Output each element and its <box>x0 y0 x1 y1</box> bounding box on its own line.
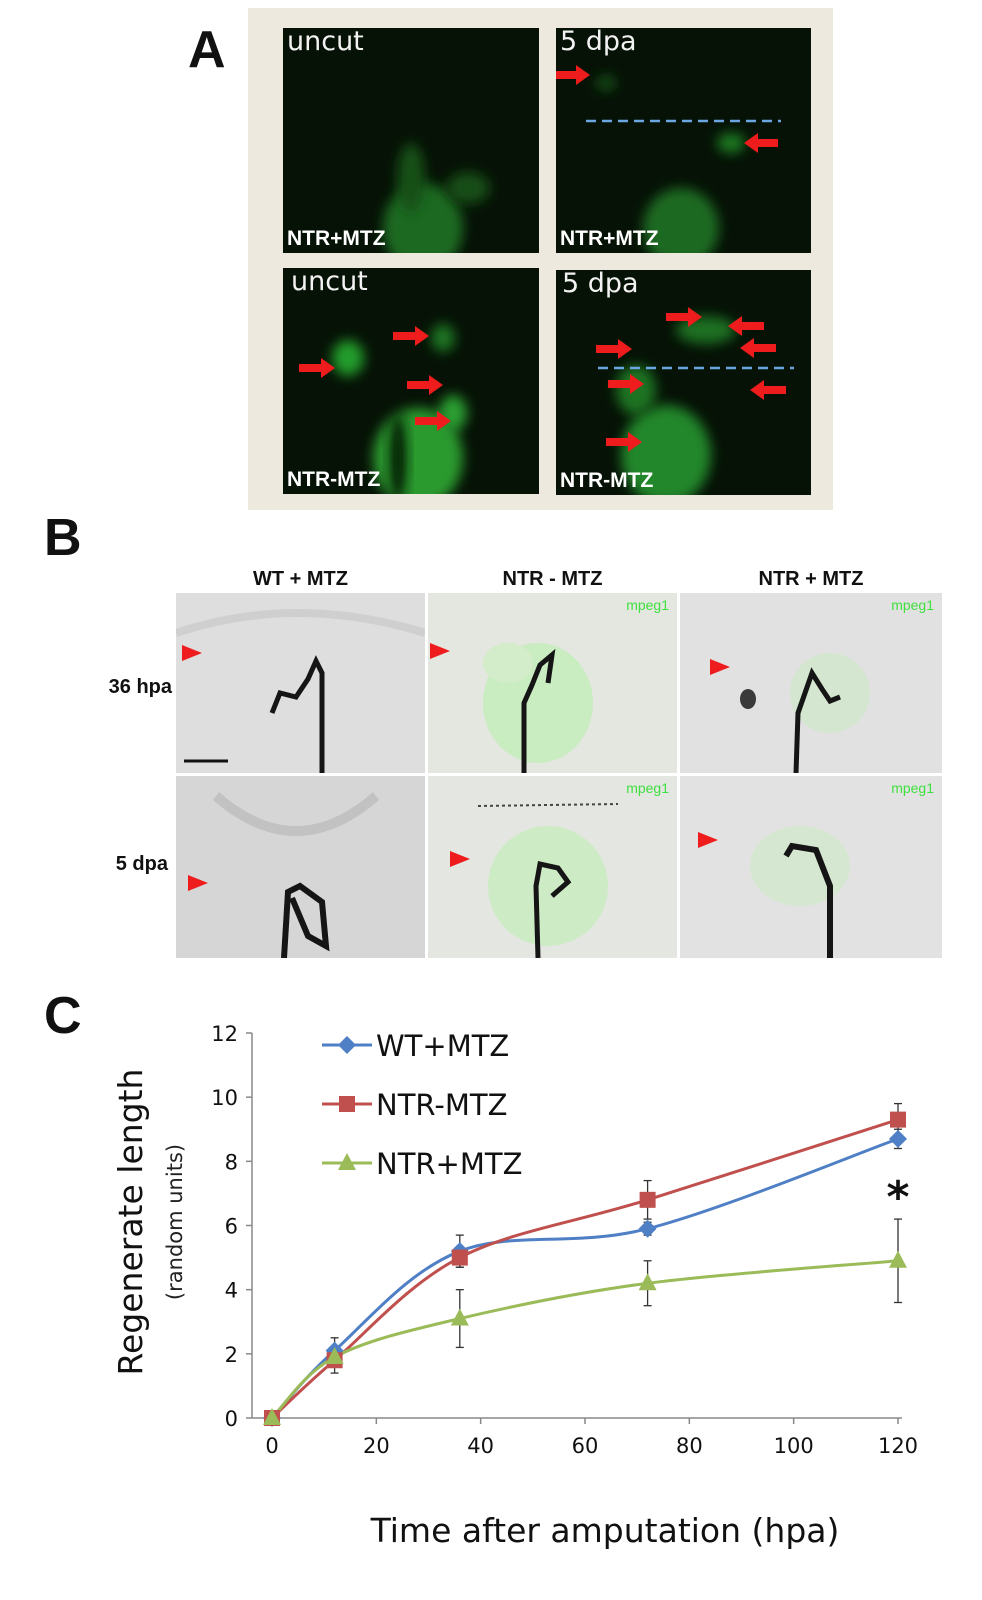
arrow-icon <box>608 374 644 394</box>
data-point <box>338 1153 356 1170</box>
arrowhead-icon <box>450 851 470 867</box>
x-tick-label: 0 <box>265 1434 278 1458</box>
row-header: 5 dpa <box>115 853 168 875</box>
brightfield-image-wt-36hpa <box>176 593 425 773</box>
data-point <box>325 1347 344 1365</box>
image-bottom-label: NTR-MTZ <box>287 468 381 491</box>
image-top-label: 5 dpa <box>560 28 637 57</box>
y-tick-label: 8 <box>225 1150 238 1174</box>
data-point <box>890 1111 906 1128</box>
data-point <box>451 1249 468 1266</box>
x-tick-label: 60 <box>572 1434 599 1458</box>
legend-label: WT+MTZ <box>376 1029 509 1063</box>
channel-label: mpeg1 <box>626 597 669 613</box>
x-tick-label: 120 <box>878 1434 918 1458</box>
arrowhead-icon <box>188 875 208 891</box>
arrow-icon <box>606 432 642 452</box>
brightfield-image-ntr-minus-36hpa: mpeg1 <box>428 593 677 773</box>
column-header: NTR + MTZ <box>758 568 864 590</box>
panel-a-letter: A <box>188 21 226 79</box>
y-tick-label: 12 <box>211 1022 238 1046</box>
fluorescence-image-a3: uncut NTR-MTZ <box>283 268 539 494</box>
brightfield-image-ntr-plus-5dpa: mpeg1 <box>680 776 942 958</box>
y-axis-sublabel: (random units) <box>163 1144 187 1300</box>
brightfield-image-ntr-minus-5dpa: mpeg1 <box>428 776 677 958</box>
fluorescence-image-a2: 5 dpa NTR+MTZ <box>556 28 811 253</box>
arrow-icon <box>299 358 335 378</box>
image-top-label: uncut <box>287 28 364 57</box>
fluorescence-image-a4: 5 dpa NTR-MTZ <box>556 270 811 495</box>
arrow-icon <box>740 338 776 358</box>
x-tick-label: 40 <box>467 1434 494 1458</box>
data-point <box>450 1308 469 1326</box>
arrowhead-icon <box>430 643 450 659</box>
data-point <box>263 1408 281 1425</box>
series-line <box>270 1259 899 1420</box>
x-tick-label: 100 <box>774 1434 814 1458</box>
brightfield-image-ntr-plus-36hpa: mpeg1 <box>680 593 942 773</box>
image-top-label: 5 dpa <box>562 270 639 299</box>
y-tick-label: 0 <box>225 1407 238 1431</box>
significance-asterisk: * <box>886 1172 909 1223</box>
arrow-icon <box>750 380 786 400</box>
row-header: 36 hpa <box>108 676 172 698</box>
arrow-icon <box>728 316 764 336</box>
y-tick-label: 6 <box>225 1215 238 1239</box>
arrow-icon <box>596 339 632 359</box>
arrow-icon <box>744 133 778 153</box>
y-tick-label: 4 <box>225 1279 238 1303</box>
arrow-icon <box>415 411 451 431</box>
column-header: WT + MTZ <box>253 568 348 590</box>
image-bottom-label: NTR+MTZ <box>287 227 386 250</box>
panel-c-letter: C <box>44 987 82 1045</box>
data-point <box>639 1191 656 1208</box>
channel-label: mpeg1 <box>891 780 934 796</box>
column-header: NTR - MTZ <box>502 568 603 590</box>
image-bottom-label: NTR+MTZ <box>560 227 659 250</box>
arrow-icon <box>393 326 429 346</box>
brightfield-image-wt-5dpa <box>176 776 425 958</box>
data-point <box>338 1036 356 1054</box>
channel-label: mpeg1 <box>891 597 934 613</box>
arrowhead-icon <box>698 832 718 848</box>
data-point <box>889 1250 907 1268</box>
channel-label: mpeg1 <box>626 780 669 796</box>
y-tick-label: 10 <box>211 1086 238 1110</box>
arrow-icon <box>556 65 590 85</box>
panel-b-letter: B <box>44 509 82 567</box>
y-axis-label: Regenerate length <box>111 1069 150 1376</box>
data-point <box>638 1219 657 1238</box>
x-axis-label: Time after amputation (hpa) <box>370 1511 840 1550</box>
x-tick-label: 80 <box>676 1434 703 1458</box>
arrow-icon <box>407 375 443 395</box>
fluorescence-image-a1: uncut NTR+MTZ <box>283 28 539 253</box>
arrow-icon <box>666 307 702 327</box>
y-tick-label: 2 <box>225 1343 238 1367</box>
series-line <box>270 1137 899 1420</box>
arrowhead-icon <box>182 645 202 661</box>
arrowhead-icon <box>710 659 730 675</box>
image-top-label: uncut <box>291 268 368 297</box>
legend-label: NTR+MTZ <box>376 1147 522 1181</box>
data-point <box>638 1273 657 1291</box>
data-point <box>889 1129 907 1148</box>
legend-label: NTR-MTZ <box>376 1088 507 1122</box>
x-tick-label: 20 <box>363 1434 390 1458</box>
image-bottom-label: NTR-MTZ <box>560 469 654 492</box>
data-point <box>339 1096 355 1112</box>
